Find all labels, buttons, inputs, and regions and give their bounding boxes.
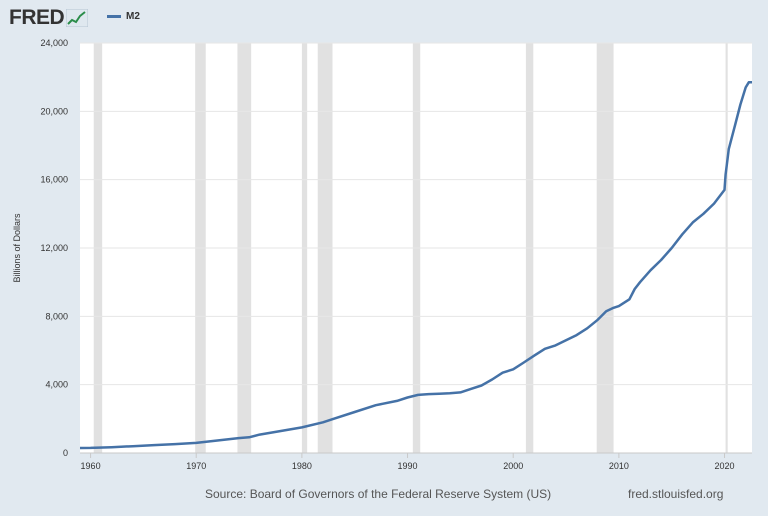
fred-graph-icon — [66, 9, 89, 27]
x-tick-label: 2020 — [715, 461, 735, 471]
y-axis-label: Billions of Dollars — [12, 213, 22, 283]
y-tick-label: 4,000 — [45, 380, 68, 390]
site-link[interactable]: fred.stlouisfed.org — [628, 487, 724, 501]
y-tick-label: 24,000 — [40, 38, 68, 48]
x-tick-label: 1980 — [292, 461, 312, 471]
source-note: Source: Board of Governors of the Federa… — [205, 487, 552, 501]
y-tick-label: 12,000 — [40, 243, 68, 253]
x-tick-label: 1990 — [398, 461, 418, 471]
x-tick-label: 2000 — [503, 461, 523, 471]
y-tick-label: 20,000 — [40, 106, 68, 116]
fred-logo[interactable]: FRED — [9, 6, 89, 30]
legend: M2 — [107, 11, 140, 22]
y-tick-label: 16,000 — [40, 175, 68, 185]
y-tick-labels: 0 4,000 8,000 12,000 16,000 20,000 24,000 — [40, 38, 68, 458]
series-line-m2 — [79, 81, 752, 450]
x-tick-label: 1960 — [81, 461, 101, 471]
y-tick-label: 8,000 — [45, 311, 68, 321]
gridlines — [80, 42, 752, 454]
x-tick-label: 1970 — [186, 461, 206, 471]
x-tick-label: 2010 — [609, 461, 629, 471]
legend-label-m2: M2 — [126, 11, 140, 22]
header: FRED M2 — [0, 0, 768, 36]
x-tick-labels: 1960 1970 1980 1990 2000 2010 2020 — [81, 453, 735, 471]
fred-logo-text: FRED — [9, 6, 65, 29]
y-tick-label: 0 — [63, 448, 68, 458]
legend-swatch-m2 — [107, 15, 121, 18]
